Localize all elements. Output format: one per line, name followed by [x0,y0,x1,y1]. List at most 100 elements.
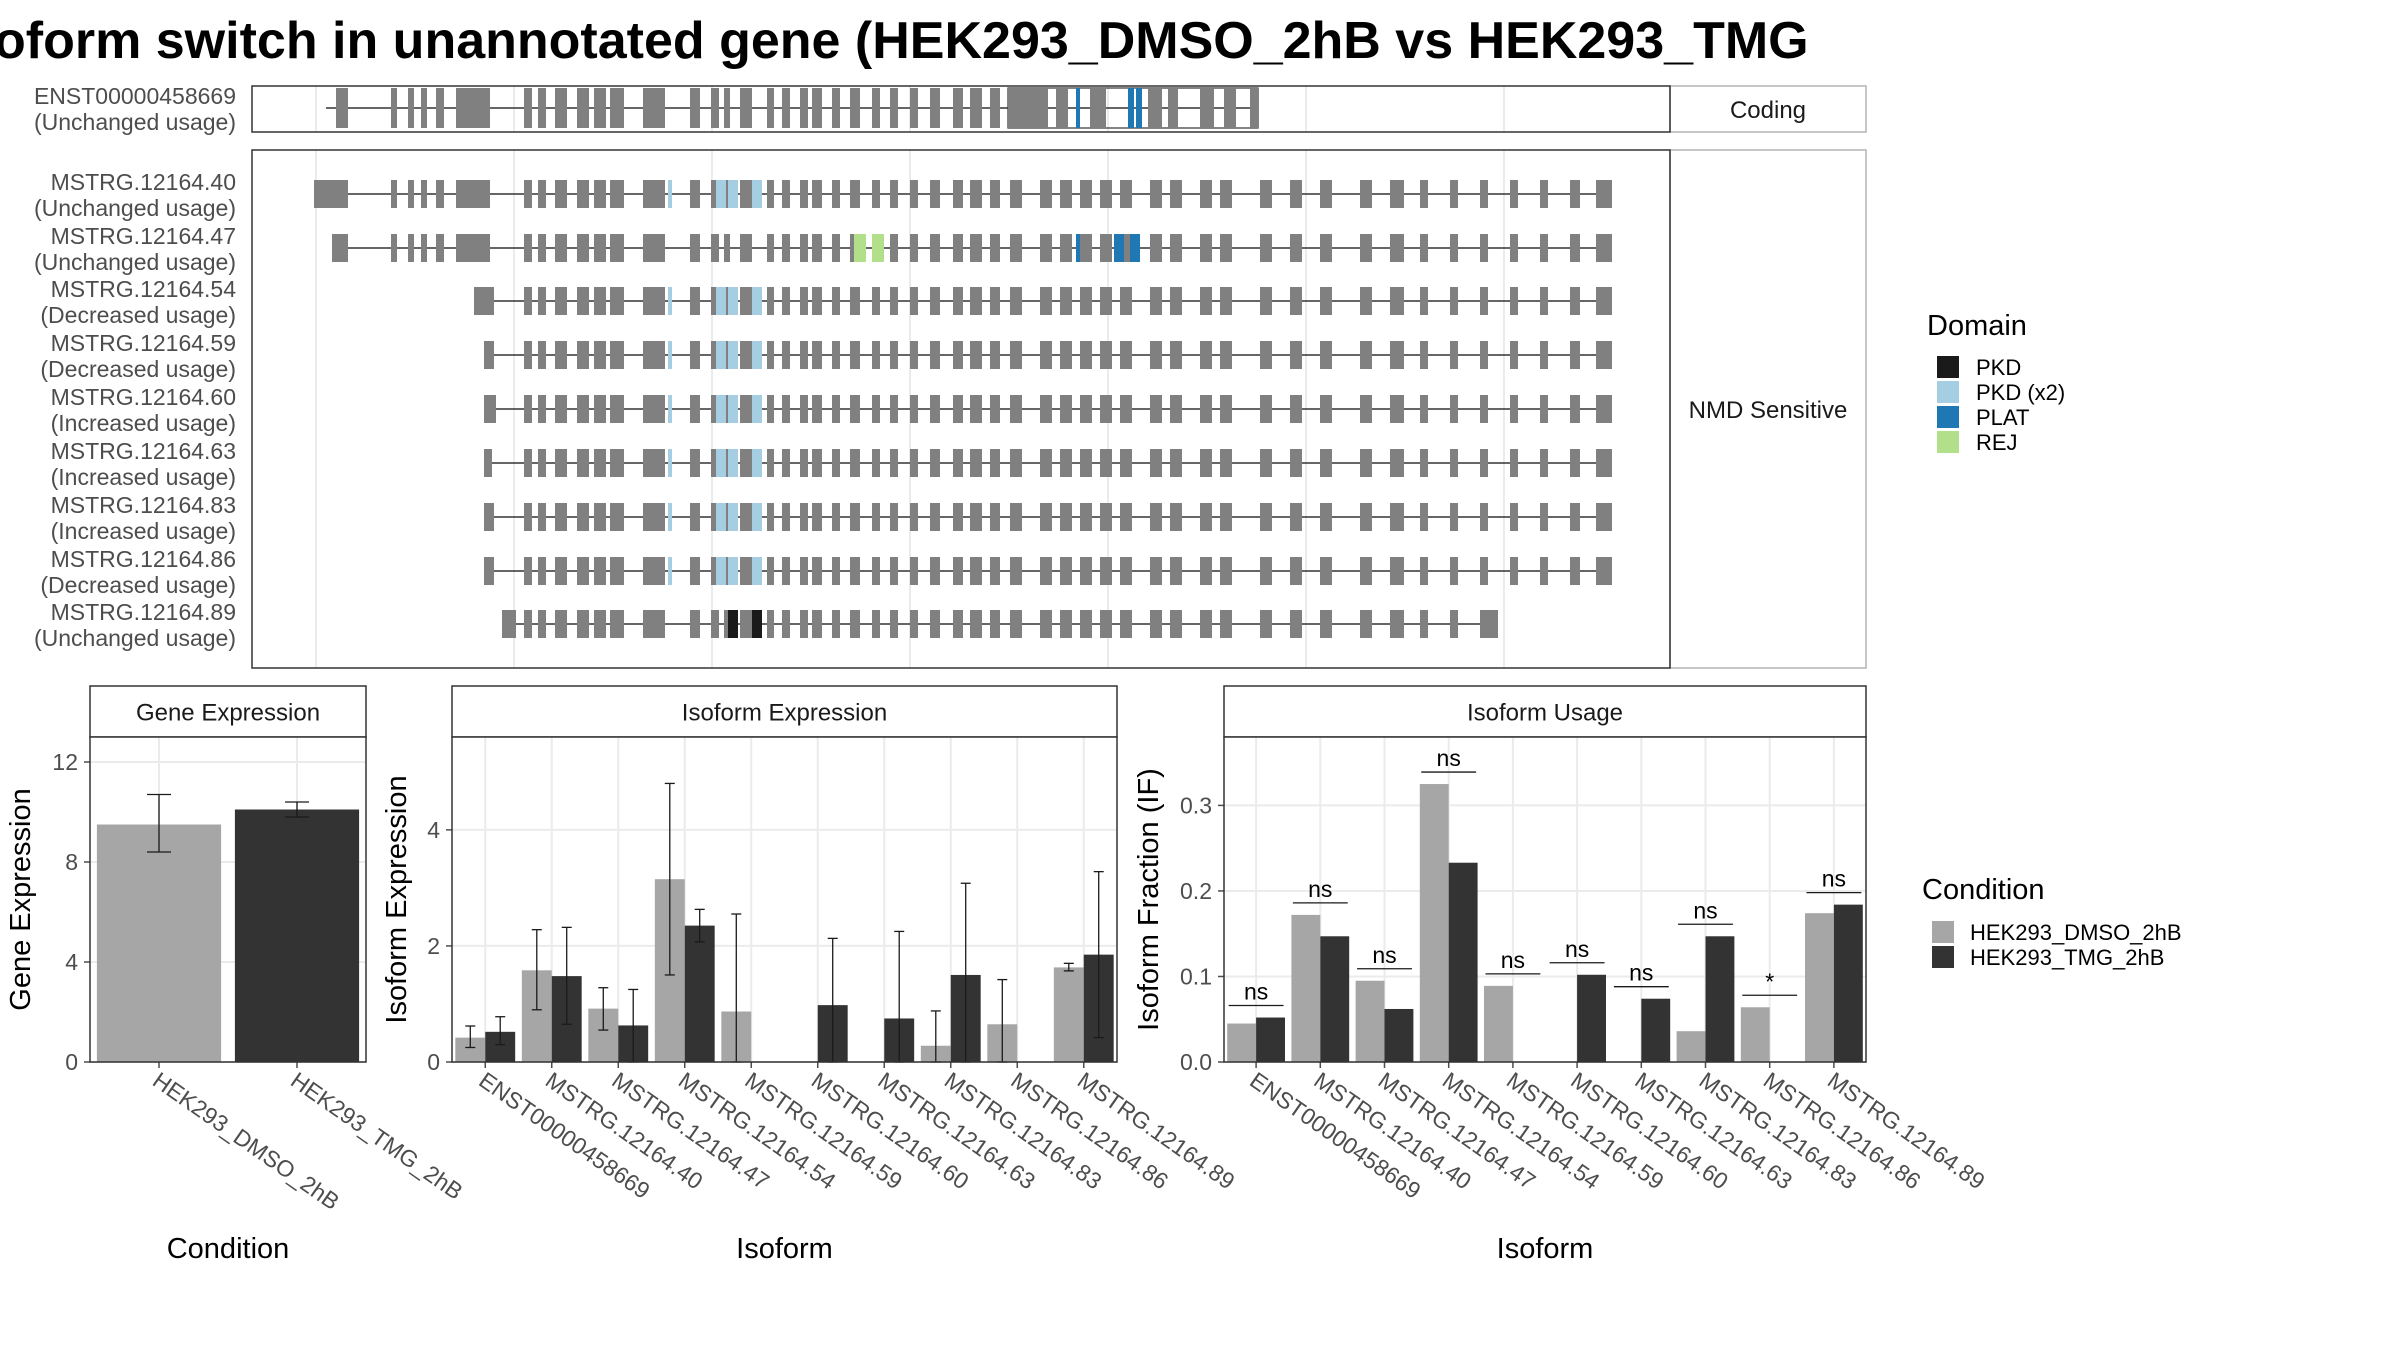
exon [538,557,546,585]
exon [538,180,546,208]
exon [1100,503,1112,531]
exon [832,610,840,638]
exon [577,234,589,262]
exon [711,341,719,369]
isoform-name-label: MSTRG.12164.47 [51,223,236,249]
exon [832,88,840,128]
structure-strip [1669,149,1867,669]
bar [1805,913,1834,1062]
isoform-row [332,234,1612,262]
exon [1220,234,1232,262]
exon [484,503,494,531]
bar [1740,1007,1770,1062]
exon [1290,180,1302,208]
exon [1510,234,1518,262]
exon [711,234,719,262]
domain-segment [728,503,738,531]
exon [782,180,790,208]
exon [711,610,719,638]
x-axis-title: Isoform [1497,1233,1594,1265]
y-axis-title: Isoform Fraction (IF) [1133,768,1165,1031]
exon [724,180,730,208]
significance-label: ns [1629,960,1653,986]
exon [1480,234,1488,262]
exon [740,610,752,638]
exon [1390,234,1404,262]
exon [1100,341,1112,369]
chart-panel-title: Isoform Expression [682,700,887,727]
exon [1510,287,1518,315]
exon [1148,88,1162,128]
domain-segment [716,449,726,477]
domain-segment [1076,234,1080,262]
exon [1220,287,1232,315]
exon [690,234,700,262]
exon [1168,88,1178,128]
exon [850,88,860,128]
condition-legend-label: HEK293_DMSO_2hB [1970,920,2182,945]
exon [1420,287,1428,315]
exon [1480,180,1488,208]
exon [524,341,532,369]
exon [1080,234,1092,262]
exon [643,341,665,369]
exon [832,449,840,477]
exon [872,395,880,423]
exon [832,287,840,315]
exon [1540,557,1548,585]
exon [594,341,606,369]
exon [643,449,665,477]
exon [1080,341,1092,369]
exon [767,341,774,369]
exon [690,557,700,585]
exon [850,180,860,208]
exon [953,180,963,208]
exon [1540,180,1548,208]
structure-strip [1669,85,1867,133]
exon [890,88,898,128]
exon [724,287,730,315]
exon [740,180,752,208]
exon [1060,503,1072,531]
exon [1260,287,1272,315]
exon [1510,395,1518,423]
exon [484,449,492,477]
exon [1420,610,1428,638]
exon [643,610,665,638]
chart-strip [451,685,1118,738]
exon [1360,287,1372,315]
exon [1010,287,1022,315]
domain-segment [716,395,726,423]
bar [1384,1008,1414,1062]
exon [890,449,898,477]
isoform-row [484,395,1612,423]
isoform-usage-label: (Decreased usage) [40,302,236,328]
exon [1570,341,1580,369]
exon [711,557,719,585]
domain-segment [1136,88,1142,128]
exon [1100,287,1112,315]
bar [1577,974,1606,1062]
exon [1290,503,1302,531]
exon [1320,610,1332,638]
exon [767,610,774,638]
exon [1170,610,1182,638]
figure-title: oform switch in unannotated gene (HEK293… [0,12,1809,70]
exon [800,180,808,208]
exon [1320,557,1332,585]
exon [740,503,752,531]
exon [1040,503,1052,531]
exon [1060,395,1072,423]
exon [767,88,774,128]
exon [610,503,624,531]
isoform-name-label: MSTRG.12164.86 [51,546,236,572]
isoform-row [484,557,1612,585]
exon [643,287,665,315]
isoform-usage-label: (Increased usage) [51,410,236,436]
exon [832,395,840,423]
exon [890,287,898,315]
exon [690,341,700,369]
exon [1010,610,1022,638]
exon [910,180,918,208]
domain-segment [728,557,738,585]
